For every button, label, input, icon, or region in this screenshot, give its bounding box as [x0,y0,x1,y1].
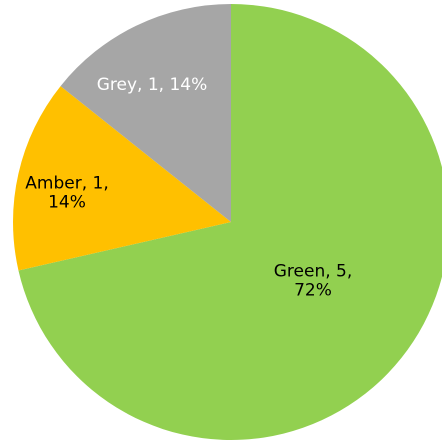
pie-slice-grey [60,4,232,222]
pie-label-line: 14% [48,193,86,213]
pie-label-line: Grey, 1, 14% [97,75,208,95]
pie-label-line: 72% [294,281,332,301]
pie-label-amber: Amber, 1, 14% [25,174,108,213]
pie-label-grey: Grey, 1, 14% [97,75,208,95]
pie-label-line: Amber, 1, [25,174,108,194]
pie-label-line: Green, 5, [274,262,353,282]
pie-slice-amber [12,86,231,271]
pie-label-green: Green, 5, 72% [274,262,353,301]
pie-slice-green [18,4,442,440]
